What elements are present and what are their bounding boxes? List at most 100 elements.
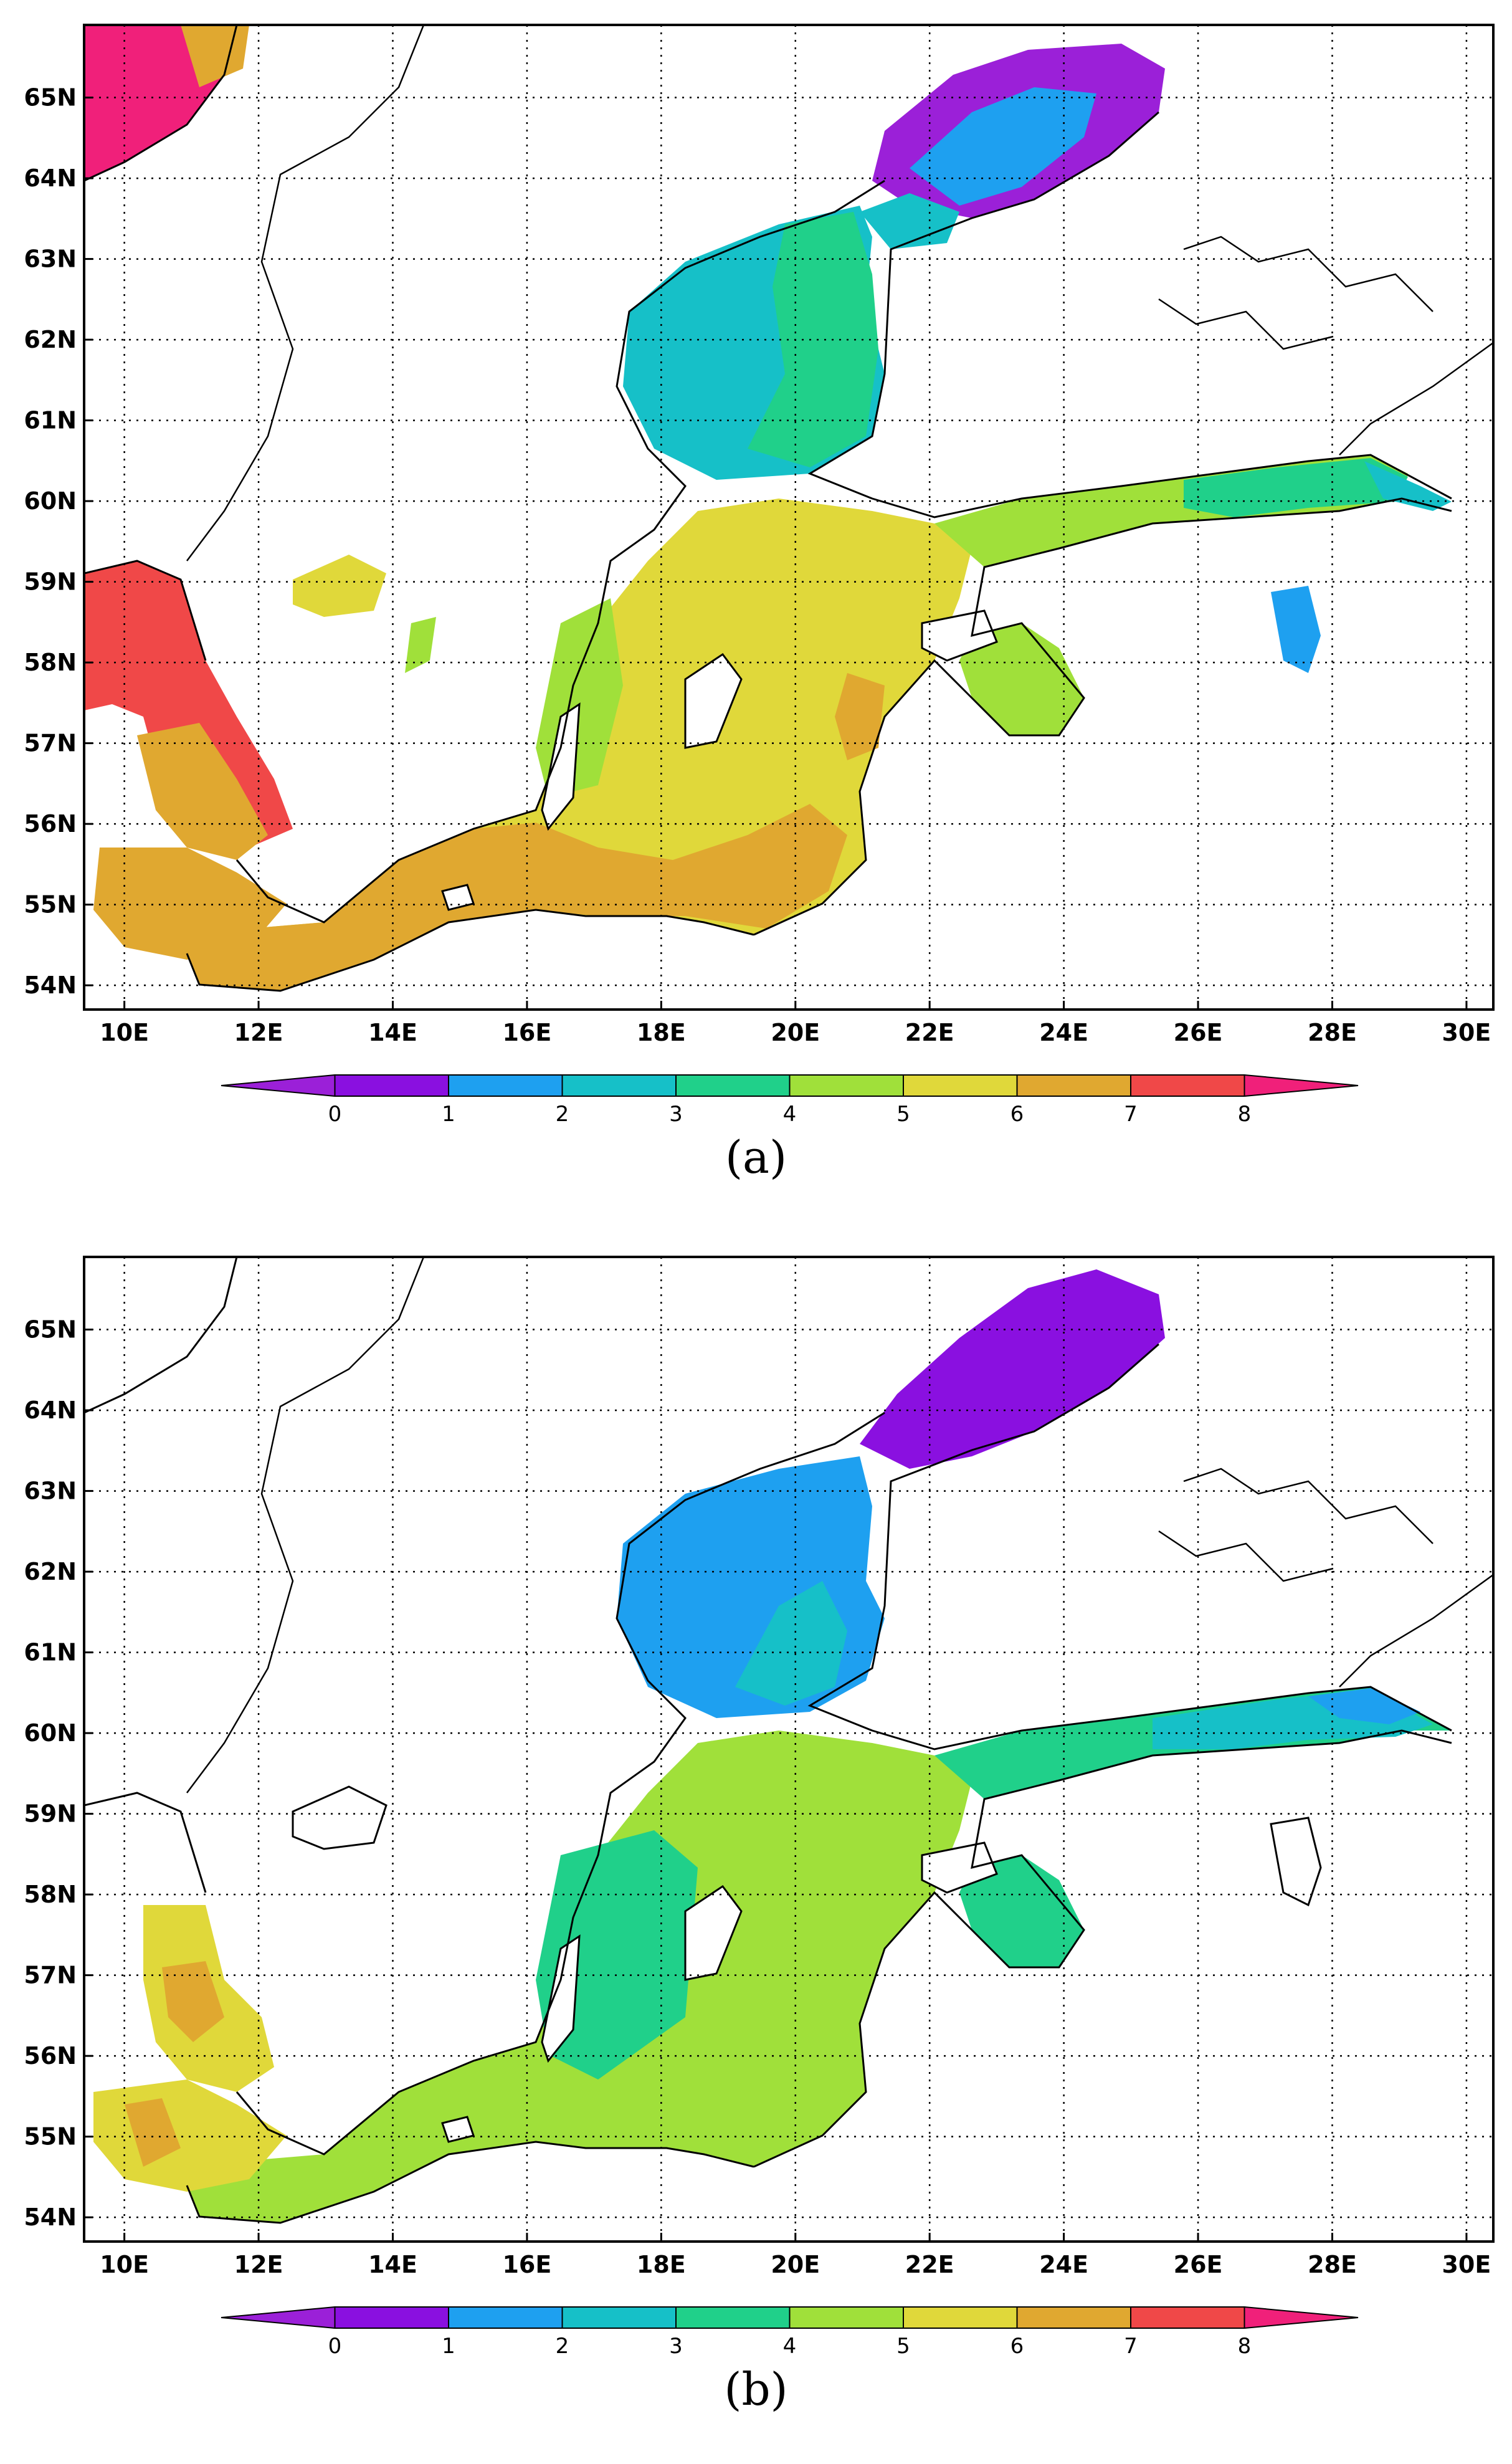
colorbar-swatch <box>675 1074 791 1097</box>
lat-tick-label: 64N <box>24 1397 77 1424</box>
sea-bothnian-bay-b <box>860 1269 1165 1469</box>
colorbar-swatch <box>1130 2306 1245 2329</box>
lon-tick-label: 24E <box>1039 1019 1088 1046</box>
lon-tick-label: 20E <box>771 1019 820 1046</box>
colorbar-swatch <box>448 1074 563 1097</box>
island-oland <box>541 702 581 831</box>
coastline-baltic-states <box>753 497 1452 936</box>
coastline-baltic-states-b <box>753 1729 1452 2168</box>
sea-bothnian-bay-inner <box>910 87 1096 206</box>
colorbar-label: 0 <box>328 2334 342 2359</box>
sea-quark <box>860 193 959 249</box>
lat-tick-label: 58N <box>24 649 77 676</box>
lake-peipus <box>1271 586 1321 673</box>
lat-tick-label: 57N <box>24 730 77 757</box>
map-b-frame <box>83 1256 1495 2243</box>
colorbar-swatch <box>903 1074 1018 1097</box>
coastline-finland-b <box>807 1343 1452 1750</box>
sea-kattegat-b-inner <box>162 1961 224 2042</box>
lakes-finland-b <box>1158 1468 1434 1582</box>
lat-tick-label: 60N <box>24 1719 77 1747</box>
panel-b: 10E 12E 14E 16E 18E 20E 22E 24E 26E 28E 30E 54N 55N 5… <box>0 1232 1512 2464</box>
lat-tick-label: 55N <box>24 891 77 919</box>
lon-tick-label: 28E <box>1308 1019 1357 1046</box>
caption-b: (b) <box>724 2363 788 2415</box>
lon-tick-label: 10E <box>100 1019 149 1046</box>
colorbar-swatch <box>789 2306 904 2329</box>
colorbar-label: 3 <box>669 2334 683 2359</box>
colorbar-label: 5 <box>896 1102 910 1127</box>
lon-tick-label: 22E <box>905 1019 954 1046</box>
map-a-frame <box>83 24 1495 1011</box>
colorbar-arrow-high <box>1243 2306 1359 2329</box>
border-sweden-norway-b <box>186 1257 425 1793</box>
lakes-finland <box>1158 236 1434 350</box>
map-b-svg: 10E 12E 14E 16E 18E 20E 22E 24E 26E 28E 30E 54N 55N 5… <box>24 1256 1495 2359</box>
lat-tick-label: 57N <box>24 1962 77 1989</box>
colorbar-label: 5 <box>896 2334 910 2359</box>
lon-tick-label: 26E <box>1174 2251 1223 2278</box>
lon-tick-label: 10E <box>100 2251 149 2278</box>
border-finland-russia-b <box>1339 1573 1493 1688</box>
sea-danish-straits-b-belt <box>125 2098 181 2167</box>
colorbar-a: 0 1 2 3 4 5 6 7 8 <box>221 1074 1359 1127</box>
colorbar-label: 1 <box>442 1102 455 1127</box>
sea-gotland-basin <box>835 673 885 760</box>
lon-tick-label: 24E <box>1039 2251 1088 2278</box>
island-gotland-b <box>684 1884 743 1981</box>
lat-tick-label: 65N <box>24 1316 77 1344</box>
lat-tick-label: 63N <box>24 246 77 273</box>
lat-tick-label: 55N <box>24 2123 77 2151</box>
colorbar-swatch <box>1130 1074 1245 1097</box>
colorbar-label: 8 <box>1238 1102 1252 1127</box>
colorbar-b: 0 1 2 3 4 5 6 7 8 <box>221 2306 1359 2359</box>
coastline-norway <box>84 25 238 661</box>
lon-tick-label: 14E <box>368 2251 417 2278</box>
lake-vanern-b <box>292 1785 388 1850</box>
coastline-sweden <box>235 179 885 924</box>
lon-tick-label: 14E <box>368 1019 417 1046</box>
lon-tick-label: 18E <box>637 1019 686 1046</box>
colorbar-swatch <box>675 2306 791 2329</box>
island-saaremaa-b <box>921 1841 998 1894</box>
axes-a: 10E 12E 14E 16E 18E 20E 22E 24E 26E 28E 30E 54N 55N 5… <box>24 84 1491 1046</box>
lat-tick-label: 62N <box>24 326 77 353</box>
lon-tick-label: 18E <box>637 2251 686 2278</box>
map-b-field <box>84 1257 1493 2242</box>
colorbar-arrow-low <box>221 2306 336 2329</box>
coastline-norway-b <box>84 1257 238 1893</box>
lat-tick-label: 64N <box>24 165 77 192</box>
lon-tick-label: 26E <box>1174 1019 1223 1046</box>
colorbar-swatch <box>334 2306 449 2329</box>
lon-tick-label: 16E <box>502 2251 551 2278</box>
colorbar-swatch <box>561 1074 677 1097</box>
colorbar-label: 2 <box>556 1102 569 1127</box>
colorbar-swatch <box>789 1074 904 1097</box>
sea-kattegat <box>137 723 268 860</box>
lat-tick-label: 63N <box>24 1478 77 1505</box>
panel-a: 10E 12E 14E 16E 18E 20E 22E 24E 26E 28E 30E 54N 55N 5… <box>24 24 1495 1183</box>
colorbar-label: 1 <box>442 2334 455 2359</box>
colorbar-swatch <box>903 2306 1018 2329</box>
grid-b <box>84 1257 1493 2242</box>
island-oland-b <box>541 1934 581 2063</box>
coastline-finland <box>807 111 1452 518</box>
lon-tick-label: 30E <box>1442 2251 1491 2278</box>
lat-tick-label: 62N <box>24 1558 77 1585</box>
island-bornholm-b <box>441 2116 475 2143</box>
coastline-south <box>186 909 754 992</box>
lat-tick-label: 54N <box>24 2204 77 2231</box>
lon-tick-label: 30E <box>1442 1019 1491 1046</box>
lake-vattern <box>405 617 436 673</box>
map-a-field <box>84 25 1493 1010</box>
sea-gulf-of-riga <box>959 623 1084 735</box>
colorbar-swatch <box>561 2306 677 2329</box>
sea-bothnian-sea-b-center <box>735 1581 847 1706</box>
island-saaremaa <box>921 609 998 662</box>
sea-gulf-of-finland-tip <box>1364 461 1452 511</box>
sea-danish-straits <box>93 848 287 960</box>
lat-tick-label: 59N <box>24 568 77 596</box>
colorbar-label: 4 <box>783 2334 797 2359</box>
sea-skagerrak <box>84 561 293 848</box>
lat-tick-label: 61N <box>24 407 77 434</box>
